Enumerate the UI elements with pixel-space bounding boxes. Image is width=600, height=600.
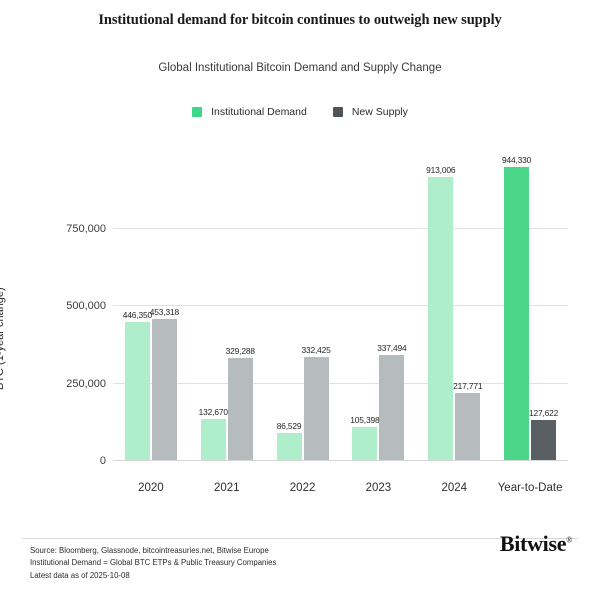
bar-value-label: 332,425 xyxy=(301,344,331,355)
bar-new-supply[interactable]: 217,771 xyxy=(453,381,483,460)
plot-area: 446,350 453,318 132,670 329,288 86,529 332,42… xyxy=(113,150,568,461)
bar-new-supply[interactable]: 337,494 xyxy=(377,343,407,460)
bar-value-label: 127,622 xyxy=(528,408,559,419)
x-axis-tick-label: 2021 xyxy=(213,482,240,494)
page-headline: Institutional demand for bitcoin continu… xyxy=(98,12,502,28)
legend-item-label: Institutional Demand xyxy=(211,106,307,118)
bar-group: 86,529 332,425 xyxy=(265,150,341,460)
bar-value-label: 337,494 xyxy=(377,343,407,354)
bar-institutional-demand[interactable]: 86,529 xyxy=(276,421,302,460)
brand-name: Bitwise xyxy=(499,531,567,556)
bar-value-label: 446,350 xyxy=(122,309,153,320)
bar-institutional-demand[interactable]: 105,398 xyxy=(350,415,380,460)
y-axis: BTC (1-year change) 0 250,000 500,000 750,0… xyxy=(0,150,106,468)
legend-item-label: New Supply xyxy=(351,106,408,118)
y-axis-tick-label: 0 xyxy=(99,455,106,467)
x-axis-labels: 2020 2021 2022 2023 2024 Year-to-Date xyxy=(113,482,568,502)
bar-new-supply[interactable]: 453,318 xyxy=(150,307,179,460)
x-axis-tick-label: 2020 xyxy=(138,482,164,494)
bar-group: 105,398 337,494 xyxy=(341,150,417,460)
bar-new-supply[interactable]: 127,622 xyxy=(529,408,558,460)
bar-value-label: 86,529 xyxy=(276,421,302,432)
legend-swatch-new-supply xyxy=(332,107,343,117)
y-axis-tick-label: 750,000 xyxy=(66,222,106,235)
bar-new-supply[interactable]: 329,288 xyxy=(226,346,255,460)
y-axis-tick-label: 500,000 xyxy=(66,300,106,312)
chart-legend: Institutional Demand New Supply xyxy=(0,106,600,118)
x-axis-tick-label: 2023 xyxy=(365,482,392,494)
footer-divider xyxy=(22,538,578,539)
bar-institutional-demand[interactable]: 944,330 xyxy=(502,155,531,460)
legend-swatch-institutional-demand xyxy=(192,107,203,117)
bar-value-label: 217,771 xyxy=(453,380,483,391)
bar-value-label: 913,006 xyxy=(426,164,456,175)
chart-subtitle: Global Institutional Bitcoin Demand and … xyxy=(158,62,442,74)
gridline xyxy=(113,382,568,384)
legend-item-0[interactable]: Institutional Demand xyxy=(192,106,307,118)
footnote-line-2: Latest data as of 2025-10-08 xyxy=(30,570,130,580)
legend-item-1[interactable]: New Supply xyxy=(332,106,408,118)
bar-institutional-demand[interactable]: 913,006 xyxy=(426,165,456,460)
bar-institutional-demand[interactable]: 132,670 xyxy=(199,407,228,460)
registered-trademark-icon: ® xyxy=(566,535,572,545)
x-axis-tick-label: 2024 xyxy=(441,482,468,494)
bar-value-label: 944,330 xyxy=(501,155,532,166)
bar-value-label: 132,670 xyxy=(198,406,228,417)
bar-value-label: 453,318 xyxy=(149,307,180,318)
footnote-line-1: Institutional Demand = Global BTC ETPs &… xyxy=(30,558,277,568)
bar-value-label: 105,398 xyxy=(350,415,380,426)
x-axis-tick-label: 2022 xyxy=(289,482,316,494)
bar-group: 913,006 217,771 xyxy=(416,150,492,460)
bar-institutional-demand[interactable]: 446,350 xyxy=(123,310,152,460)
footnotes: Source: Bloomberg, Glassnode, bitcointre… xyxy=(30,545,276,582)
y-axis-tick-label: 250,000 xyxy=(66,377,106,390)
bar-value-label: 329,288 xyxy=(225,345,255,356)
x-axis-tick-label: Year-to-Date xyxy=(497,482,563,494)
bitwise-logo: Bitwise® xyxy=(500,531,572,557)
bar-new-supply[interactable]: 332,425 xyxy=(301,345,331,460)
bar-group: 132,670 329,288 xyxy=(189,150,265,460)
bar-group: 944,330 127,622 xyxy=(492,150,568,460)
gridline xyxy=(113,305,568,306)
bar-group: 446,350 453,318 xyxy=(113,150,189,460)
footnote-line-0: Source: Bloomberg, Glassnode, bitcointre… xyxy=(30,546,269,555)
gridline xyxy=(113,227,568,229)
x-axis-line xyxy=(113,460,568,461)
y-axis-title: BTC (1-year change) xyxy=(0,287,6,390)
